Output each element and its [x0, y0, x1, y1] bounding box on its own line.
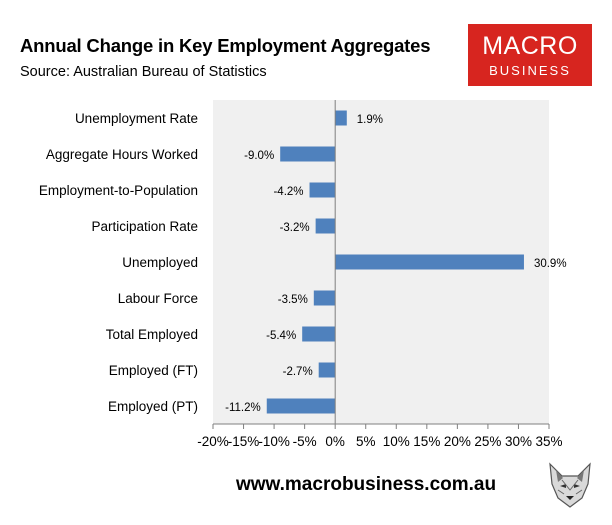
data-label: -2.7% — [283, 366, 313, 378]
bar[interactable] — [280, 146, 336, 162]
bar[interactable] — [318, 362, 336, 378]
x-tick-label: 0% — [325, 434, 345, 449]
category-label: Labour Force — [118, 291, 198, 306]
footer-url-link[interactable]: www.macrobusiness.com.au — [236, 474, 497, 495]
data-label: -5.4% — [266, 330, 296, 342]
fox-icon — [544, 460, 596, 510]
data-label: -4.2% — [273, 186, 303, 198]
data-label: 30.9% — [534, 258, 567, 270]
logo-line-1: MACRO — [482, 32, 578, 60]
x-tick-label: 25% — [474, 434, 501, 449]
category-label: Unemployed — [122, 255, 198, 270]
x-tick-label: -5% — [293, 434, 317, 449]
x-tick-label: -20% — [197, 434, 229, 449]
bar[interactable] — [313, 290, 336, 306]
bar[interactable] — [309, 182, 336, 198]
bar[interactable] — [315, 218, 336, 234]
category-label: Unemployment Rate — [75, 111, 198, 126]
data-label: -3.5% — [278, 294, 308, 306]
x-tick-label: 35% — [535, 434, 562, 449]
logo-line-2: BUSINESS — [489, 63, 571, 78]
data-label: -3.2% — [280, 222, 310, 234]
data-label: 1.9% — [357, 114, 383, 126]
category-label: Total Employed — [106, 327, 198, 342]
chart-title: Annual Change in Key Employment Aggregat… — [20, 35, 431, 56]
bar-chart: Unemployment Rate 1.9% Aggregate Hours Wor… — [39, 100, 567, 449]
x-tick-label: 20% — [444, 434, 471, 449]
x-tick-label: 10% — [383, 434, 410, 449]
bar[interactable] — [335, 254, 524, 270]
category-label: Aggregate Hours Worked — [46, 147, 198, 162]
category-label: Participation Rate — [91, 219, 198, 234]
x-tick-label: 5% — [356, 434, 376, 449]
bar[interactable] — [335, 110, 347, 126]
chart-subtitle: Source: Australian Bureau of Statistics — [20, 64, 267, 80]
bar[interactable] — [302, 326, 336, 342]
bar[interactable] — [266, 398, 336, 414]
category-label: Employed (FT) — [109, 363, 198, 378]
x-tick-label: 30% — [505, 434, 532, 449]
category-label: Employed (PT) — [108, 399, 198, 414]
macrobusiness-logo[interactable]: MACRO BUSINESS — [468, 24, 592, 86]
data-label: -9.0% — [244, 150, 274, 162]
x-tick-label: 15% — [413, 434, 440, 449]
data-label: -11.2% — [225, 402, 261, 414]
x-tick-label: -10% — [258, 434, 290, 449]
category-label: Employment-to-Population — [39, 183, 198, 198]
x-tick-label: -15% — [228, 434, 260, 449]
